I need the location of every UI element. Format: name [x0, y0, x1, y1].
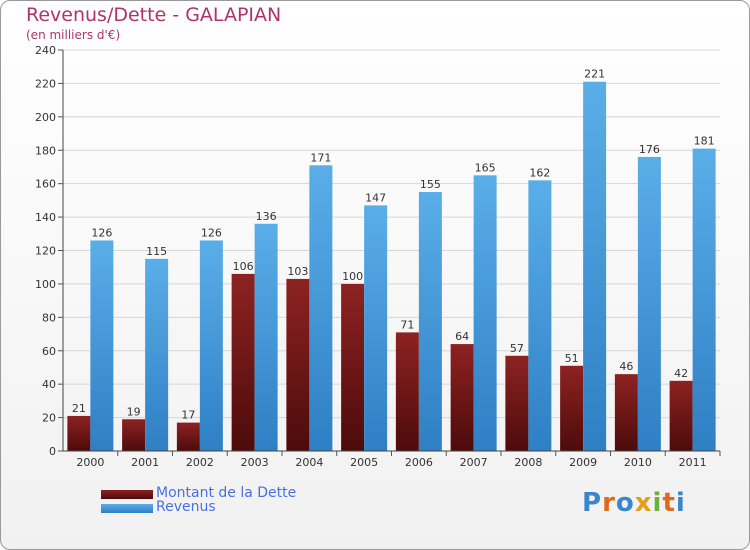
x-tick-label: 2008	[514, 456, 542, 469]
data-label-revenus: 165	[475, 161, 496, 174]
x-tick-label: 2004	[295, 456, 323, 469]
legend-swatch-debt	[101, 490, 153, 499]
y-tick-label: 80	[42, 311, 56, 324]
data-label-revenus: 181	[694, 135, 715, 148]
bar-revenus	[145, 258, 169, 451]
y-tick-label: 140	[35, 211, 56, 224]
legend-swatch-revenus	[101, 504, 153, 513]
data-label-revenus: 115	[146, 245, 167, 258]
bar-debt	[286, 278, 310, 451]
data-label-debt: 21	[72, 402, 86, 415]
bar-revenus	[692, 148, 716, 451]
bar-revenus	[528, 180, 552, 451]
legend-label-debt: Montant de la Dette	[156, 485, 297, 501]
data-label-debt: 19	[127, 405, 141, 418]
proxiti-logo: Proxiti	[582, 488, 686, 518]
bar-debt	[67, 415, 91, 451]
y-tick-label: 0	[49, 445, 56, 458]
bar-revenus	[637, 156, 661, 451]
data-label-revenus: 155	[420, 178, 441, 191]
data-label-debt: 103	[287, 265, 308, 278]
x-tick-label: 2001	[131, 456, 159, 469]
bar-revenus	[473, 175, 497, 451]
x-tick-label: 2003	[241, 456, 269, 469]
x-tick-label: 2006	[405, 456, 433, 469]
y-tick-label: 60	[42, 345, 56, 358]
bar-debt	[231, 273, 255, 451]
bar-debt	[122, 419, 146, 451]
x-tick-label: 2010	[624, 456, 652, 469]
bar-debt	[614, 374, 638, 451]
y-tick-label: 180	[35, 144, 56, 157]
y-tick-label: 160	[35, 178, 56, 191]
data-label-debt: 100	[342, 270, 363, 283]
bar-revenus	[364, 205, 388, 451]
chart-title: Revenus/Dette - GALAPIAN	[26, 4, 282, 26]
bar-revenus	[90, 240, 114, 451]
bar-revenus	[254, 223, 278, 451]
bar-debt	[560, 365, 584, 451]
bar-debt	[176, 422, 200, 451]
data-label-revenus: 136	[256, 210, 277, 223]
data-label-debt: 71	[400, 318, 414, 331]
x-tick-label: 2000	[76, 456, 104, 469]
y-tick-label: 40	[42, 378, 56, 391]
y-tick-label: 100	[35, 278, 56, 291]
bar-debt	[450, 344, 474, 451]
legend-label-revenus: Revenus	[156, 499, 216, 515]
bar-revenus	[199, 240, 223, 451]
data-label-revenus: 162	[529, 166, 550, 179]
data-label-revenus: 171	[310, 151, 331, 164]
x-tick-label: 2002	[186, 456, 214, 469]
bar-debt	[341, 283, 365, 451]
x-tick-label: 2005	[350, 456, 378, 469]
data-label-revenus: 176	[639, 143, 660, 156]
data-label-revenus: 147	[365, 191, 386, 204]
y-tick-label: 120	[35, 245, 56, 258]
data-label-debt: 57	[510, 342, 524, 355]
data-label-debt: 106	[233, 260, 254, 273]
data-label-debt: 17	[181, 409, 195, 422]
data-label-revenus: 126	[201, 226, 222, 239]
data-label-debt: 64	[455, 330, 469, 343]
chart-subtitle: (en milliers d'€)	[26, 28, 121, 42]
bar-debt	[395, 332, 419, 451]
x-tick-label: 2007	[460, 456, 488, 469]
y-tick-label: 220	[35, 77, 56, 90]
data-label-debt: 51	[565, 352, 579, 365]
y-tick-label: 200	[35, 111, 56, 124]
y-tick-label: 240	[35, 44, 56, 57]
bar-debt	[669, 380, 693, 451]
bar-debt	[505, 355, 529, 451]
bar-revenus	[583, 81, 607, 451]
bar-revenus	[309, 165, 333, 451]
x-tick-label: 2011	[679, 456, 707, 469]
data-label-revenus: 221	[584, 68, 605, 81]
x-tick-label: 2009	[569, 456, 597, 469]
y-tick-label: 20	[42, 412, 56, 425]
data-label-revenus: 126	[91, 226, 112, 239]
bar-revenus	[418, 192, 442, 452]
data-label-debt: 42	[674, 367, 688, 380]
data-label-debt: 46	[619, 360, 633, 373]
